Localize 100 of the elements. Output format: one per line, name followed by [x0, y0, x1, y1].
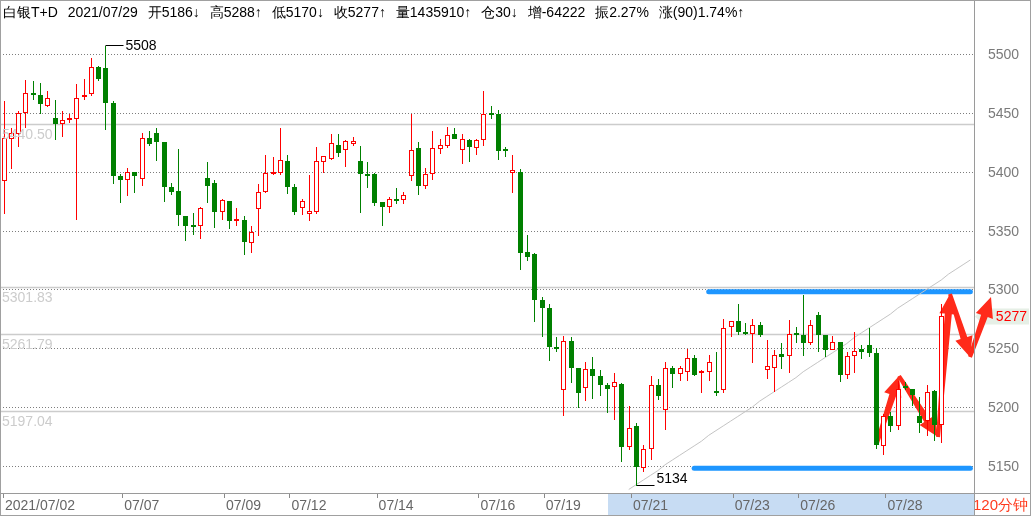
candlestick — [649, 375, 654, 460]
candlestick — [830, 335, 835, 350]
candlestick — [794, 326, 799, 343]
candlestick — [503, 146, 508, 157]
candlestick — [53, 99, 58, 140]
candlestick — [329, 133, 334, 160]
text: 5277 — [995, 308, 1028, 325]
candlestick — [903, 381, 908, 390]
candlestick — [496, 109, 501, 160]
candlestick — [438, 138, 443, 154]
candlestick — [460, 133, 465, 164]
candlestick — [576, 368, 581, 408]
candlestick — [663, 361, 668, 430]
candlestick — [154, 127, 159, 161]
y-tick-label: 5350 — [988, 222, 1020, 239]
candlestick — [205, 161, 210, 203]
candlestick — [569, 336, 574, 383]
x-tick-label: 2021/07/02 — [4, 497, 76, 513]
candlestick — [692, 354, 697, 376]
candlestick — [518, 168, 523, 270]
candlestick — [23, 79, 28, 128]
candlestick — [176, 148, 181, 226]
x-tick-label: 07/07 — [124, 497, 160, 513]
candlestick — [401, 191, 406, 204]
candlestick — [394, 187, 399, 204]
candlestick — [82, 78, 87, 100]
candlestick — [198, 206, 203, 239]
y-tick-label: 5500 — [988, 45, 1020, 62]
candlestick — [147, 130, 152, 146]
candlestick — [525, 234, 530, 261]
annotation: 5134 — [656, 469, 688, 486]
candlestick — [547, 303, 552, 361]
candlestick — [707, 354, 712, 381]
candlestick — [103, 45, 108, 130]
y-tick-label: 5150 — [988, 457, 1020, 474]
x-tick-label: 07/26 — [800, 497, 836, 513]
candlestick — [605, 382, 610, 413]
candlestick — [271, 156, 276, 175]
x-tick-label: 07/23 — [734, 497, 771, 513]
candlestick — [111, 100, 116, 184]
candlestick — [619, 382, 624, 462]
candlestick — [598, 369, 603, 396]
candlestick — [532, 252, 537, 322]
candlestick — [416, 141, 421, 195]
candlestick — [670, 365, 675, 388]
candlestick — [423, 167, 428, 189]
candlestick — [888, 411, 893, 432]
candlestick — [387, 196, 392, 213]
candlestick — [292, 183, 297, 215]
candlestick — [169, 182, 174, 195]
candlestick — [278, 127, 283, 175]
candlestick — [31, 80, 36, 100]
y-tick-label: 5300 — [988, 281, 1020, 298]
candlestick — [721, 318, 726, 393]
candlestick — [736, 303, 741, 335]
candlestick — [896, 380, 901, 430]
y-tick-label: 5400 — [988, 163, 1020, 180]
candlestick — [801, 294, 806, 356]
candlestick — [285, 154, 290, 194]
candlestick — [227, 200, 232, 229]
y-tick-label: 5200 — [988, 399, 1020, 416]
candlestick — [838, 342, 843, 382]
candlestick — [242, 215, 247, 255]
candlestick — [74, 83, 79, 220]
candlestick — [336, 133, 341, 157]
candlestick — [474, 138, 479, 155]
candlestick — [787, 319, 792, 373]
candlestick — [314, 146, 319, 214]
candlestick — [452, 127, 457, 139]
candlestick — [365, 161, 370, 188]
candlestick — [758, 321, 763, 337]
candlestick — [765, 339, 770, 379]
candlestick — [743, 322, 748, 335]
candlestick — [45, 90, 50, 107]
candlestick — [118, 173, 123, 203]
candlestick — [750, 318, 755, 363]
candlestick — [859, 344, 864, 359]
candlestick — [917, 396, 922, 433]
candlestick — [212, 179, 217, 228]
candlestick — [540, 296, 545, 337]
candlestick — [96, 65, 101, 81]
x-tick-label: 07/19 — [545, 497, 582, 513]
candlestick — [351, 136, 356, 146]
x-tick-label: 07/21 — [633, 497, 669, 513]
candlestick — [132, 172, 137, 193]
candlestick — [220, 198, 225, 220]
annotation: 5508 — [125, 36, 157, 53]
candlestick — [467, 138, 472, 162]
candlestick — [823, 335, 828, 357]
candlestick — [343, 139, 348, 167]
candlestick — [561, 335, 566, 416]
candlestick — [583, 361, 588, 401]
candlestick — [445, 126, 450, 148]
candlestick — [779, 342, 784, 369]
candlestick — [590, 356, 595, 399]
candlestick — [772, 349, 777, 392]
candlestick — [867, 327, 872, 357]
y-tick-label: 5250 — [988, 340, 1020, 357]
candlestick — [263, 154, 268, 193]
candlestick — [641, 444, 646, 472]
